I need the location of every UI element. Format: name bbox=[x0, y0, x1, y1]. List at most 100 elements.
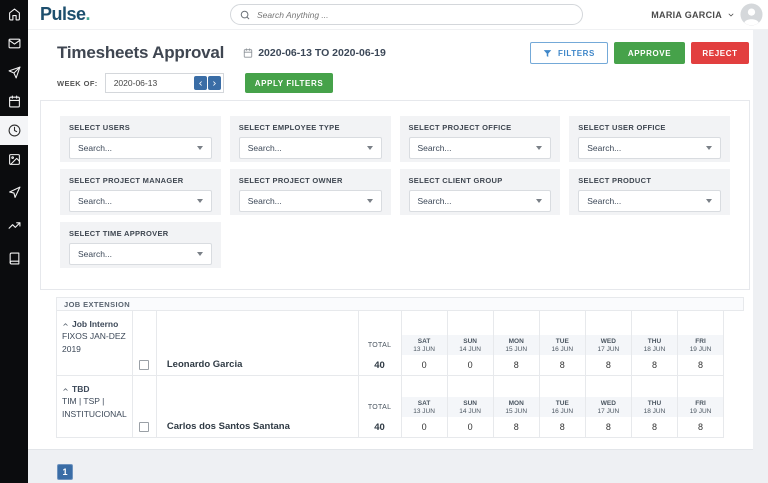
filter-project-manager: SELECT PROJECT MANAGER Search... bbox=[60, 169, 221, 215]
calendar-icon bbox=[243, 48, 253, 58]
dropdown-caret-icon bbox=[536, 146, 543, 150]
project-office-select[interactable]: Search... bbox=[408, 137, 552, 159]
day-column: MON 15 JUN 8 bbox=[493, 311, 540, 375]
page-title: Timesheets Approval bbox=[57, 43, 225, 62]
client-group-select[interactable]: Search... bbox=[408, 190, 552, 212]
days-cells: SAT 13 JUN 0 SUN 14 JUN 0 MON 15 JUN 8 TUE 1… bbox=[401, 376, 725, 438]
sidebar-item-media[interactable] bbox=[0, 145, 28, 174]
pagination-page-1[interactable]: 1 bbox=[57, 464, 73, 480]
day-column: WED 17 JUN 8 bbox=[585, 376, 632, 437]
day-column: WED 17 JUN 8 bbox=[585, 311, 632, 375]
day-column: SUN 14 JUN 0 bbox=[447, 376, 494, 437]
dropdown-caret-icon bbox=[706, 146, 712, 150]
user-office-select[interactable]: Search... bbox=[578, 137, 721, 159]
search-input[interactable] bbox=[257, 9, 573, 20]
project-manager-select[interactable]: Search... bbox=[69, 190, 212, 212]
sidebar-item-reports[interactable] bbox=[0, 211, 28, 240]
day-column: SAT 13 JUN 0 bbox=[401, 376, 448, 437]
prev-week-button[interactable] bbox=[193, 76, 207, 90]
row-checkbox[interactable] bbox=[139, 360, 150, 370]
hours-value: 8 bbox=[651, 422, 657, 432]
week-date-input bbox=[104, 73, 224, 93]
sidebar-item-calendar[interactable] bbox=[0, 87, 28, 116]
sidebar-item-timesheets[interactable] bbox=[0, 116, 28, 145]
product-select[interactable]: Search... bbox=[578, 190, 721, 212]
sidebar-item-home[interactable] bbox=[0, 0, 28, 29]
week-selector-row: WEEK OF: APPLY FILTERS bbox=[28, 73, 753, 93]
table-row: Job Interno FIXOS JAN-DEZ 2019 Leonardo … bbox=[56, 311, 744, 376]
day-column: FRI 19 JUN 8 bbox=[678, 376, 725, 437]
image-icon bbox=[8, 153, 21, 166]
hours-value: 8 bbox=[559, 360, 565, 370]
day-column: MON 15 JUN 8 bbox=[493, 376, 540, 437]
top-header: Pulse. MARIA GARCIA bbox=[28, 0, 768, 30]
sidebar-item-send[interactable] bbox=[0, 58, 28, 87]
hours-value: 8 bbox=[698, 360, 704, 370]
filters-button[interactable]: FILTERS bbox=[530, 42, 608, 64]
day-column: SAT 13 JUN 0 bbox=[401, 311, 448, 375]
hours-value: 0 bbox=[467, 360, 473, 370]
users-select[interactable]: Search... bbox=[69, 137, 212, 159]
avatar[interactable] bbox=[740, 3, 763, 26]
approve-button[interactable]: APPROVE bbox=[614, 42, 685, 64]
envelope-icon bbox=[8, 37, 21, 50]
next-week-button[interactable] bbox=[207, 76, 221, 90]
row-checkbox[interactable] bbox=[139, 422, 150, 432]
calendar-icon bbox=[8, 95, 21, 108]
filter-users: SELECT USERS Search... bbox=[60, 116, 221, 162]
chevron-down-icon bbox=[727, 11, 735, 19]
send-icon bbox=[8, 66, 21, 79]
project-owner-select[interactable]: Search... bbox=[238, 190, 382, 212]
hours-value: 8 bbox=[513, 360, 519, 370]
week-nav bbox=[193, 76, 221, 90]
global-search bbox=[230, 4, 583, 25]
brand-logo[interactable]: Pulse. bbox=[40, 4, 91, 24]
filter-time-approver: SELECT TIME APPROVER Search... bbox=[60, 222, 221, 268]
clock-icon bbox=[8, 124, 21, 137]
day-column: TUE 16 JUN 8 bbox=[539, 311, 586, 375]
day-column: FRI 19 JUN 8 bbox=[678, 311, 725, 375]
hours-value: 8 bbox=[651, 360, 657, 370]
filters-panel: SELECT USERS Search... SELECT EMPLOYEE T… bbox=[40, 100, 750, 290]
sidebar-item-library[interactable] bbox=[0, 244, 28, 273]
day-column: TUE 16 JUN 8 bbox=[539, 376, 586, 437]
collapse-icon[interactable] bbox=[62, 321, 69, 328]
day-column: SUN 14 JUN 0 bbox=[447, 311, 494, 375]
date-range-text: 2020-06-13 TO 2020-06-19 bbox=[258, 47, 386, 59]
hours-value: 0 bbox=[467, 422, 473, 432]
employee-type-select[interactable]: Search... bbox=[238, 137, 382, 159]
dropdown-caret-icon bbox=[366, 146, 373, 150]
collapse-icon[interactable] bbox=[62, 386, 69, 393]
dropdown-caret-icon bbox=[536, 199, 543, 203]
apply-filters-button[interactable]: APPLY FILTERS bbox=[244, 73, 334, 93]
chart-line-icon bbox=[8, 219, 21, 232]
page-header-row: Timesheets Approval 2020-06-13 TO 2020-0… bbox=[28, 30, 753, 64]
filter-employee-type: SELECT EMPLOYEE TYPE Search... bbox=[229, 116, 391, 162]
week-date-field[interactable] bbox=[113, 78, 194, 88]
dropdown-caret-icon bbox=[196, 199, 203, 203]
total-cell: TOTAL 40 bbox=[358, 376, 402, 438]
hours-value: 8 bbox=[513, 422, 519, 432]
user-name: MARIA GARCIA bbox=[651, 9, 722, 20]
sidebar-item-navigation[interactable] bbox=[0, 178, 28, 207]
user-menu[interactable]: MARIA GARCIA bbox=[651, 3, 763, 26]
filter-project-office: SELECT PROJECT OFFICE Search... bbox=[399, 116, 561, 162]
timesheet-table: JOB EXTENSION Job Interno FIXOS JAN-DEZ … bbox=[56, 297, 744, 438]
hours-value: 8 bbox=[605, 360, 611, 370]
search-icon bbox=[240, 10, 250, 20]
dropdown-caret-icon bbox=[196, 146, 203, 150]
filter-client-group: SELECT CLIENT GROUP Search... bbox=[399, 169, 561, 215]
funnel-icon bbox=[543, 49, 552, 58]
dropdown-caret-icon bbox=[366, 199, 373, 203]
time-approver-select[interactable]: Search... bbox=[69, 243, 212, 265]
row-checkbox-cell bbox=[132, 311, 157, 376]
total-cell: TOTAL 40 bbox=[358, 311, 402, 376]
sidebar-item-mail[interactable] bbox=[0, 29, 28, 58]
hours-value: 8 bbox=[698, 422, 704, 432]
hours-value: 8 bbox=[559, 422, 565, 432]
reject-button[interactable]: REJECT bbox=[691, 42, 749, 64]
filter-project-owner: SELECT PROJECT OWNER Search... bbox=[229, 169, 391, 215]
home-icon bbox=[8, 8, 21, 21]
user-name-cell: Leonardo Garcia bbox=[156, 311, 359, 376]
sidebar bbox=[0, 0, 28, 483]
